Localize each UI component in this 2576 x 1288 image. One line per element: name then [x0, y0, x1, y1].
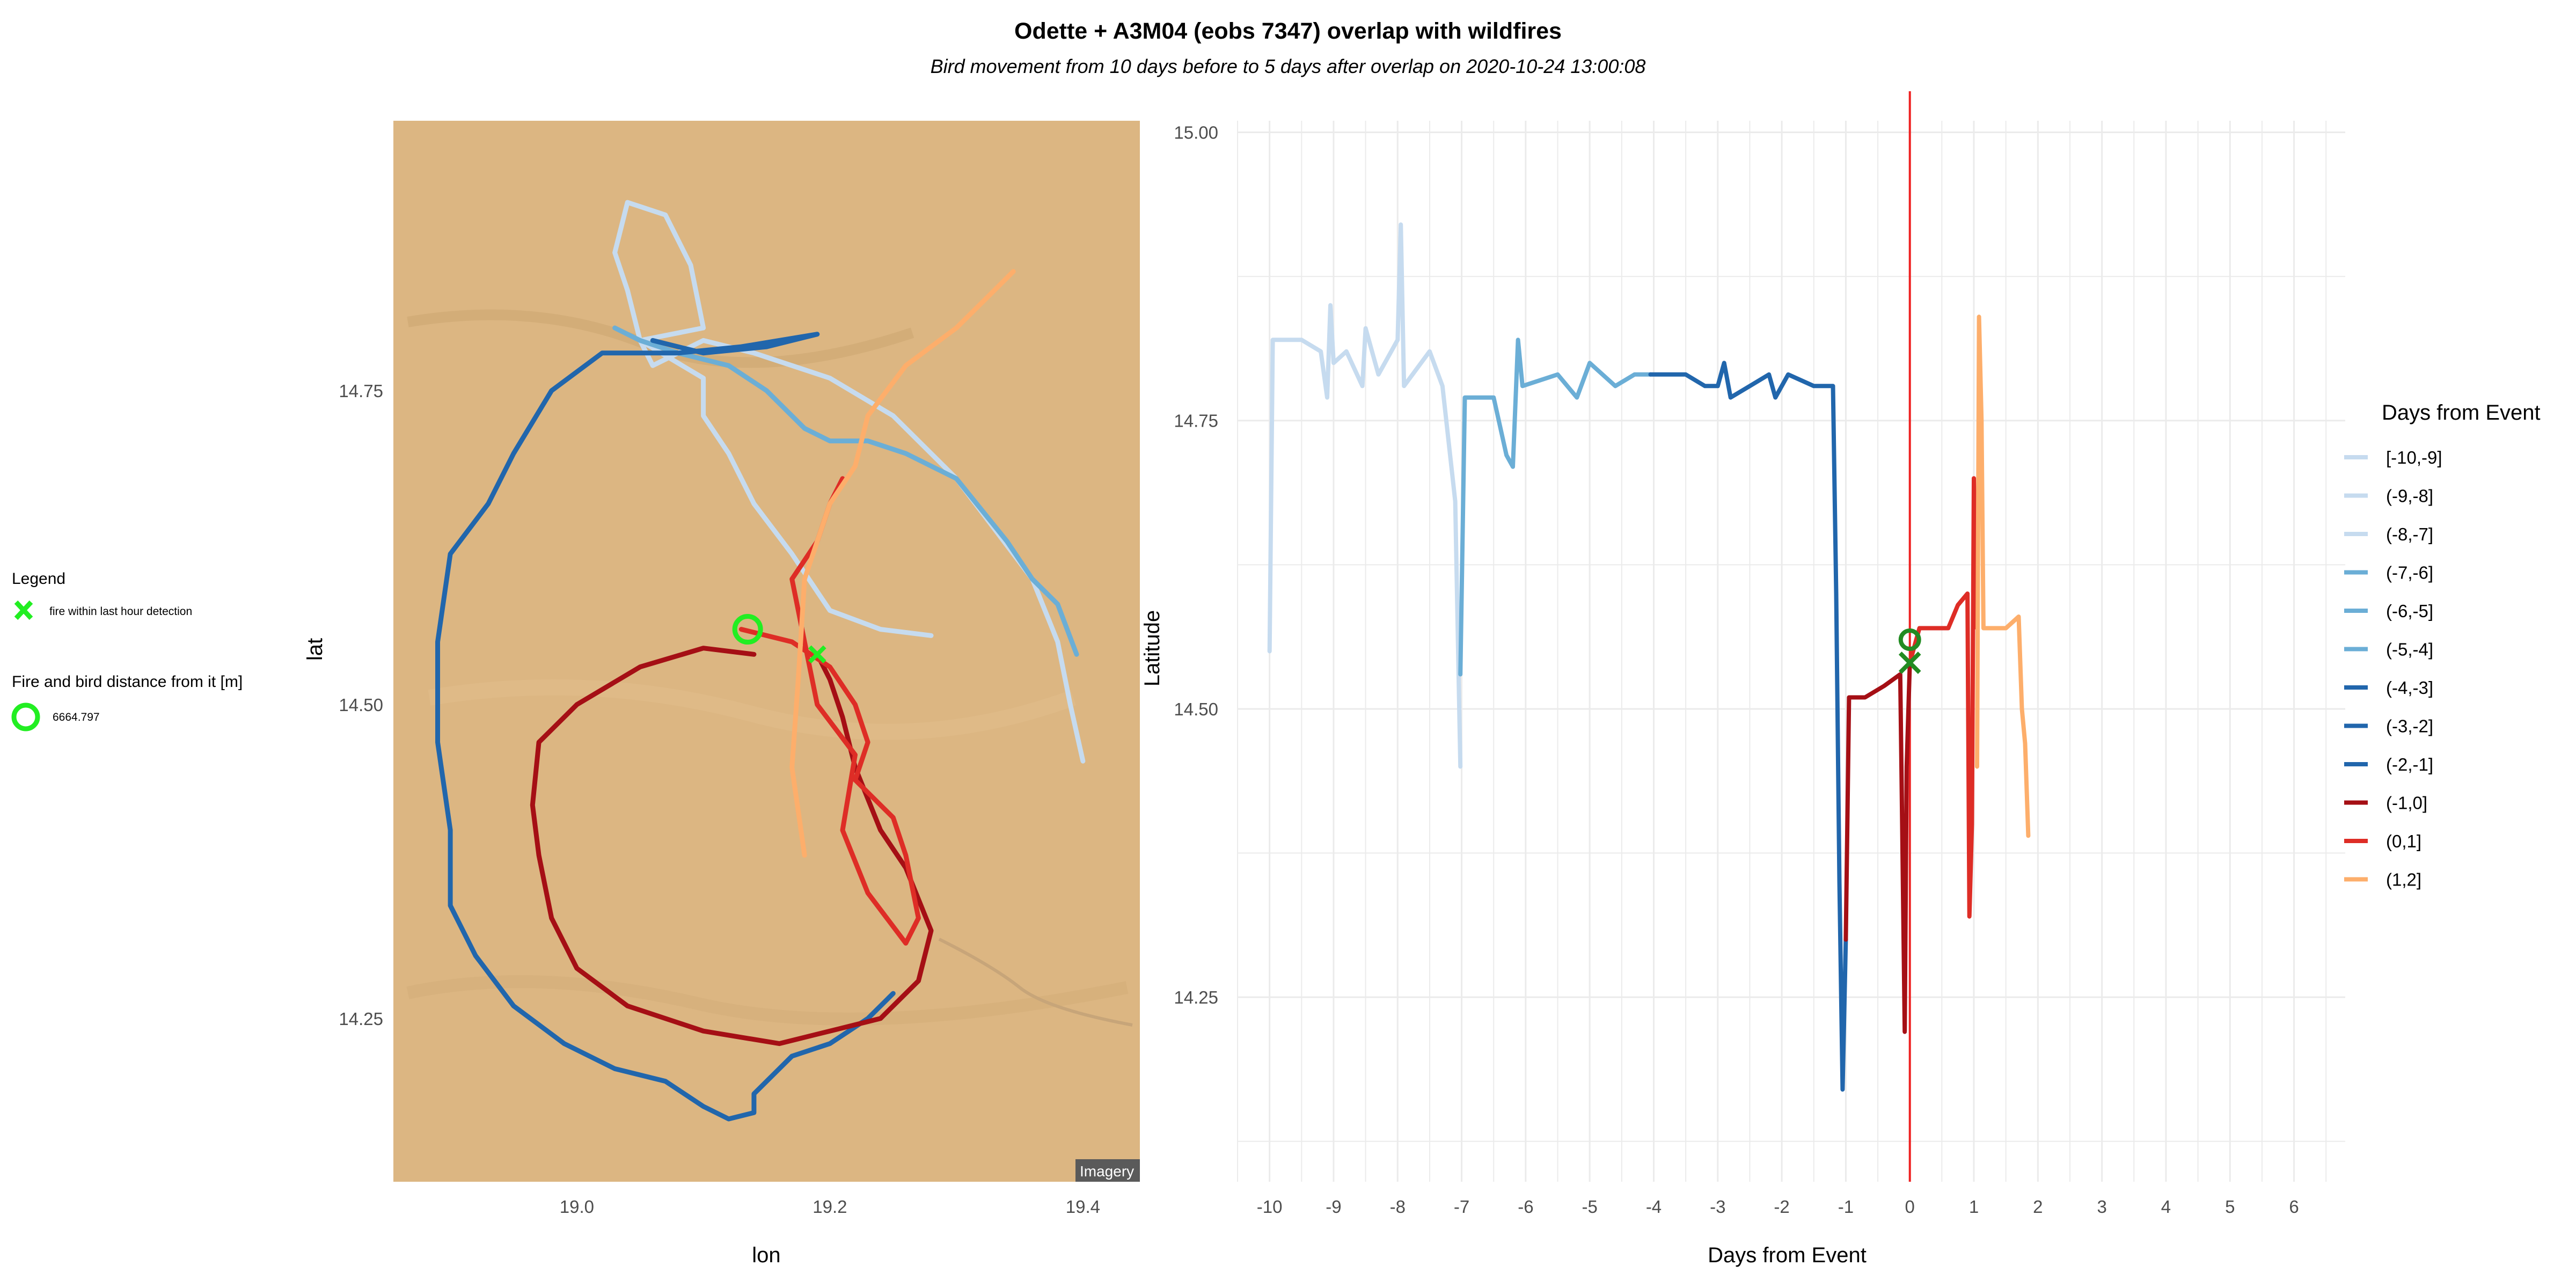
map-bird-marker [732, 614, 763, 645]
left-legend-title: Legend [12, 570, 65, 588]
map-track-3 [530, 646, 934, 1046]
timeseries-x-tick-label-6: -4 [1646, 1197, 1662, 1217]
timeseries-x-tick-label-9: -1 [1838, 1197, 1854, 1217]
left-legend: Legend fire within last hour detection F… [11, 570, 243, 731]
days-legend-entry: [-10,-9] [2344, 448, 2442, 467]
days-legend-label: [-10,-9] [2386, 448, 2442, 467]
timeseries-x-tick-label-1: -9 [1326, 1197, 1341, 1217]
days-legend-label: (-6,-5] [2386, 601, 2433, 621]
days-legend-label: (-2,-1] [2386, 755, 2433, 774]
timeseries-y-tick-label-0: 14.25 [1174, 987, 1218, 1007]
days-legend-entry: (-6,-5] [2344, 601, 2433, 621]
days-legend-entry: (-4,-3] [2344, 678, 2433, 698]
timeseries-track-4 [1907, 476, 1979, 919]
timeseries-markers [1898, 628, 1921, 674]
days-legend-entries: [-10,-9] (-9,-8] (-8,-7] (-7,-6] (-6,-5] (-5,… [2344, 448, 2442, 890]
timeseries-grid [1237, 121, 2345, 1182]
timeseries-x-tick-label-0: -10 [1257, 1197, 1283, 1217]
map-y-axis-title: lat [303, 638, 327, 661]
days-legend-label: (-5,-4] [2386, 640, 2433, 660]
map-attribution-box [1075, 1159, 1140, 1182]
timeseries-y-tick-label-2: 14.75 [1174, 411, 1218, 431]
map-track-5 [789, 269, 1016, 858]
distance-value-label: 6664.797 [53, 711, 100, 723]
map-x-tick-label-1: 19.2 [813, 1197, 847, 1217]
map-y-ticks: 14.25 14.50 14.75 [339, 381, 383, 1029]
days-legend-label: (0,1] [2386, 831, 2421, 851]
distance-circle-icon [11, 702, 40, 731]
map-imagery-background [393, 121, 1140, 1182]
timeseries-x-tick-label-16: 6 [2289, 1197, 2299, 1217]
days-legend-title: Days from Event [2382, 401, 2541, 425]
map-tracks [435, 200, 1086, 1122]
days-legend-label: (-7,-6] [2386, 563, 2433, 583]
fire-legend-label: fire within last hour detection [49, 605, 192, 618]
map-markers [732, 614, 826, 664]
days-legend-entry: (-2,-1] [2344, 755, 2433, 774]
timeseries-x-ticks: -10 -9 -8 -7 -6 -5 -4 -3 -2 -1 0 1 2 3 4 5 6 [1257, 1197, 2299, 1217]
distance-legend-title: Fire and bird distance from it [m] [12, 673, 243, 691]
map-x-tick-label-0: 19.0 [560, 1197, 594, 1217]
map-track-1 [612, 325, 1079, 657]
days-legend-entry: (-5,-4] [2344, 640, 2433, 660]
timeseries-x-tick-label-13: 3 [2097, 1197, 2106, 1217]
days-legend-label: (1,2] [2386, 870, 2421, 890]
timeseries-x-axis-title: Days from Event [1708, 1243, 1867, 1267]
timeseries-x-tick-label-12: 2 [2033, 1197, 2043, 1217]
timeseries-x-tick-label-14: 4 [2161, 1197, 2171, 1217]
timeseries-bird-marker [1898, 628, 1921, 652]
timeseries-track-5 [1975, 314, 2031, 838]
days-legend-label: (-8,-7] [2386, 524, 2433, 544]
days-legend-entry: (-7,-6] [2344, 563, 2433, 583]
days-legend: Days from Event [-10,-9] (-9,-8] (-8,-7] (-… [2344, 401, 2541, 890]
map-track-4 [738, 476, 921, 946]
map-x-tick-label-2: 19.4 [1066, 1197, 1100, 1217]
chart-title: Odette + A3M04 (eobs 7347) overlap with … [1014, 18, 1562, 44]
timeseries-track-3 [1843, 661, 1912, 1034]
map-y-tick-label-2: 14.75 [339, 381, 383, 401]
timeseries-x-tick-label-7: -3 [1710, 1197, 1725, 1217]
timeseries-y-tick-label-1: 14.50 [1174, 699, 1218, 719]
timeseries-track-2 [1648, 361, 1848, 1092]
map-track-2 [435, 332, 896, 1122]
map-x-axis-title: lon [752, 1243, 780, 1267]
days-legend-entry: (-1,0] [2344, 793, 2427, 813]
timeseries-x-tick-label-4: -6 [1518, 1197, 1533, 1217]
timeseries-x-tick-label-5: -5 [1582, 1197, 1598, 1217]
timeseries-x-tick-label-15: 5 [2225, 1197, 2235, 1217]
timeseries-fire-marker [1898, 652, 1921, 674]
fire-x-icon [14, 600, 33, 620]
map-y-tick-label-1: 14.50 [339, 695, 383, 715]
days-legend-label: (-1,0] [2386, 793, 2427, 813]
days-legend-entry: (-3,-2] [2344, 716, 2433, 736]
timeseries-x-tick-label-3: -7 [1454, 1197, 1469, 1217]
days-legend-entry: (1,2] [2344, 870, 2421, 890]
timeseries-x-tick-label-8: -2 [1774, 1197, 1789, 1217]
days-legend-entry: (-8,-7] [2344, 524, 2433, 544]
timeseries-x-tick-label-10: 0 [1905, 1197, 1915, 1217]
days-legend-entry: (0,1] [2344, 831, 2421, 851]
timeseries-track-1 [1458, 338, 1653, 677]
timeseries-y-axis-title: Latitude [1140, 610, 1164, 686]
map-attribution: Imagery [1080, 1163, 1134, 1180]
map-fire-marker [808, 645, 826, 664]
timeseries-panel: -10 -9 -8 -7 -6 -5 -4 -3 -2 -1 0 1 2 3 4 5 6 14.2514.501… [1140, 91, 2345, 1267]
timeseries-tracks [1267, 222, 2031, 1092]
map-x-ticks: 19.0 19.2 19.4 [560, 1197, 1100, 1217]
timeseries-y-tick-label-3: 15.00 [1174, 122, 1218, 142]
chart-subtitle: Bird movement from 10 days before to 5 d… [931, 55, 1646, 77]
days-legend-label: (-3,-2] [2386, 716, 2433, 736]
days-legend-label: (-9,-8] [2386, 486, 2433, 506]
days-legend-label: (-4,-3] [2386, 678, 2433, 698]
timeseries-x-tick-label-2: -8 [1390, 1197, 1406, 1217]
timeseries-x-tick-label-11: 1 [1969, 1197, 1979, 1217]
map-y-tick-label-0: 14.25 [339, 1009, 383, 1029]
timeseries-track-0 [1267, 222, 1463, 769]
days-legend-entry: (-9,-8] [2344, 486, 2433, 506]
map-panel: Imagery 19.0 19.2 19.4 14.25 14.50 14.75 lon… [303, 121, 1140, 1267]
timeseries-y-ticks: 14.25 14.50 14.75 15.00 [1174, 122, 1218, 1007]
